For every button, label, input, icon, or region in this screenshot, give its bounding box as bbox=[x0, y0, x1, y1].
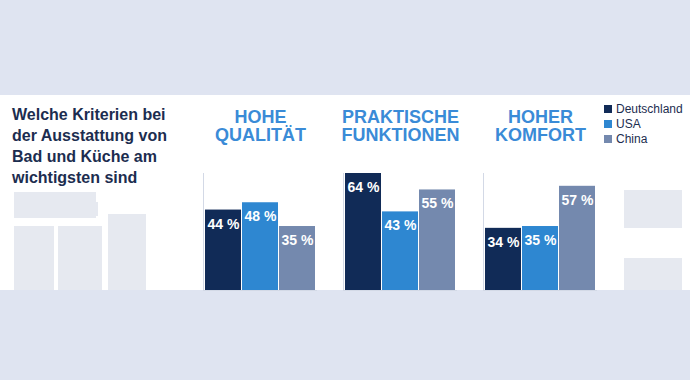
svg-text:HOHEQUALITÄT: HOHEQUALITÄT bbox=[215, 107, 306, 145]
svg-text:44 %: 44 % bbox=[208, 216, 240, 232]
svg-text:57 %: 57 % bbox=[562, 192, 594, 208]
svg-text:55 %: 55 % bbox=[422, 195, 454, 211]
svg-text:48 %: 48 % bbox=[245, 208, 277, 224]
html-text:China: China bbox=[616, 131, 648, 146]
html-text:USA: USA bbox=[616, 116, 641, 131]
svg-text:35 %: 35 % bbox=[282, 232, 314, 248]
html-text:Welche Kriterien bei der Ausst: Welche Kriterien bei der Ausstattung von… bbox=[12, 106, 167, 186]
html-text:Deutschland: Deutschland bbox=[616, 101, 683, 116]
svg-text:34 %: 34 % bbox=[488, 234, 520, 250]
svg-text:43 %: 43 % bbox=[385, 217, 417, 233]
svg-text:HOHERKOMFORT: HOHERKOMFORT bbox=[495, 107, 586, 145]
svg-text:PRAKTISCHEFUNKTIONEN: PRAKTISCHEFUNKTIONEN bbox=[342, 107, 460, 145]
svg-text:35 %: 35 % bbox=[525, 232, 557, 248]
svg-text:64 %: 64 % bbox=[348, 179, 380, 195]
